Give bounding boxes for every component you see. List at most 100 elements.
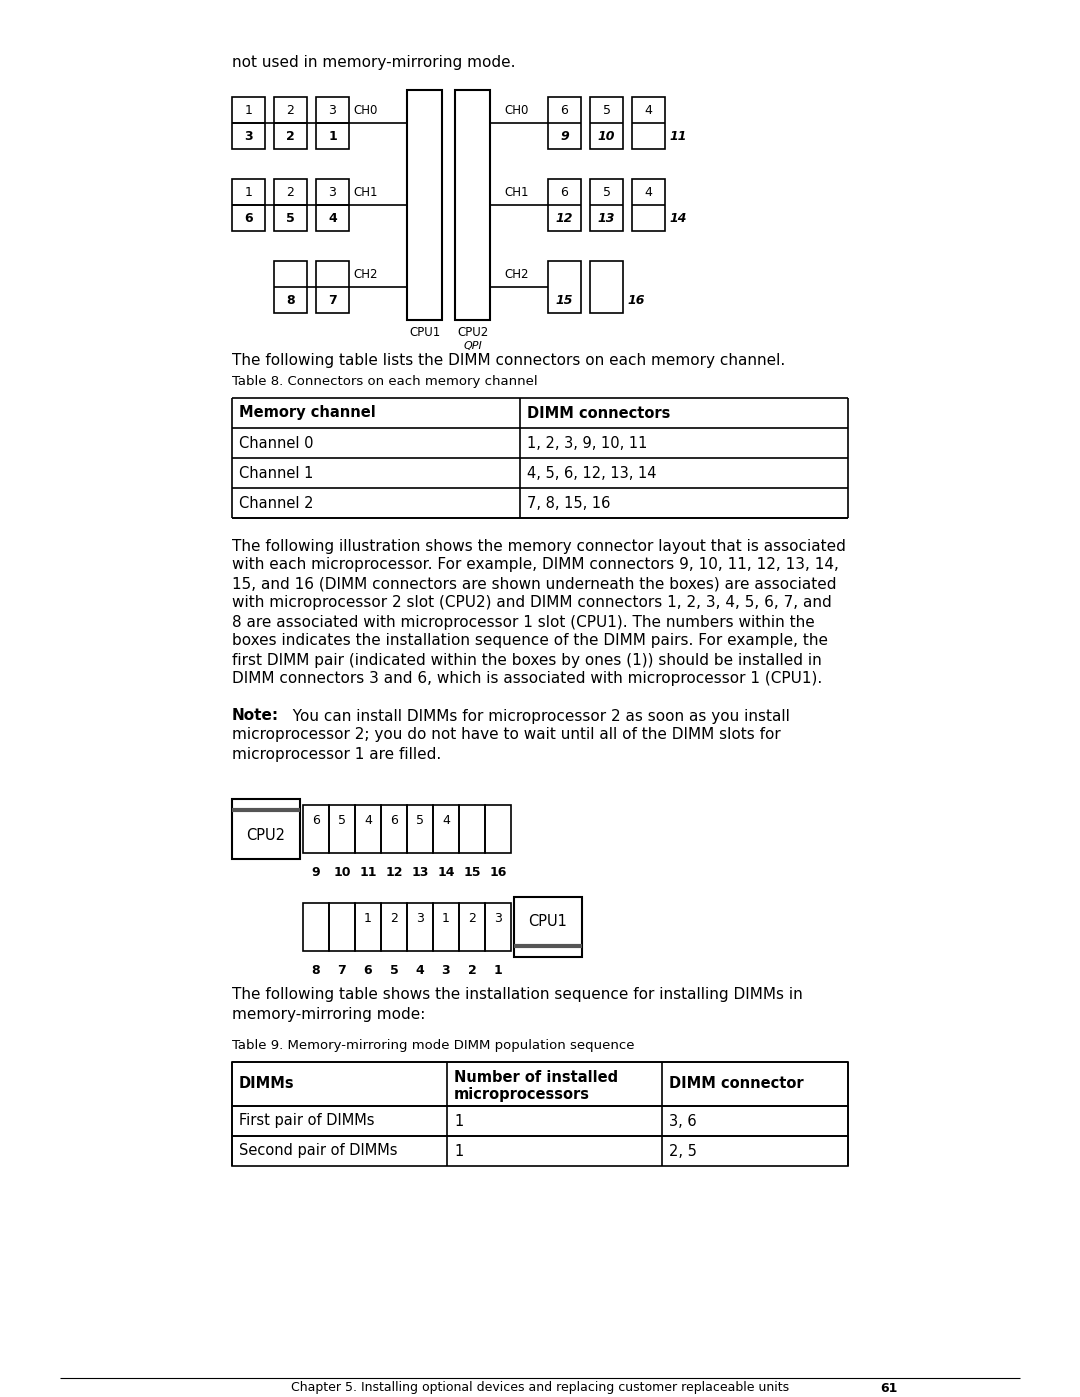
Bar	[232, 1062, 848, 1106]
Text: not used in memory-mirroring mode.: not used in memory-mirroring mode.	[232, 54, 515, 70]
Text: 4: 4	[645, 103, 652, 116]
Text: 9: 9	[312, 866, 321, 879]
Text: 6: 6	[364, 964, 373, 977]
Text: 5: 5	[603, 186, 610, 198]
Text: 61: 61	[880, 1382, 897, 1394]
Text: DIMM connector: DIMM connector	[669, 1077, 804, 1091]
Bar	[455, 89, 490, 320]
Text: 12: 12	[386, 866, 403, 879]
Text: 8: 8	[312, 964, 321, 977]
Text: 6: 6	[312, 814, 320, 827]
Text: 3: 3	[442, 964, 450, 977]
Text: DIMMs: DIMMs	[239, 1077, 295, 1091]
Text: 15, and 16 (DIMM connectors are shown underneath the boxes) are associated: 15, and 16 (DIMM connectors are shown un…	[232, 577, 837, 591]
Text: The following table lists the DIMM connectors on each memory channel.: The following table lists the DIMM conne…	[232, 352, 785, 367]
Text: microprocessors: microprocessors	[454, 1087, 590, 1101]
Text: 6: 6	[244, 211, 253, 225]
Text: 2: 2	[286, 130, 295, 142]
Text: 3: 3	[494, 912, 502, 925]
Text: 15: 15	[463, 866, 481, 879]
Text: 1: 1	[364, 912, 372, 925]
Bar	[232, 96, 265, 149]
Text: 2: 2	[390, 912, 397, 925]
Bar	[407, 89, 442, 320]
Text: 10: 10	[597, 130, 616, 142]
Text: 13: 13	[411, 866, 429, 879]
Text: 13: 13	[597, 211, 616, 225]
Text: Channel 2: Channel 2	[239, 496, 313, 510]
Text: 14: 14	[437, 866, 455, 879]
Text: 2: 2	[468, 964, 476, 977]
Bar	[303, 902, 329, 951]
Text: QPI: QPI	[463, 341, 482, 351]
Bar	[316, 261, 349, 313]
Text: Table 8. Connectors on each memory channel: Table 8. Connectors on each memory chann…	[232, 376, 538, 388]
Text: 5: 5	[416, 814, 424, 827]
Text: Number of installed: Number of installed	[454, 1070, 618, 1084]
Bar	[274, 179, 307, 231]
Text: 5: 5	[390, 964, 399, 977]
Text: CH1: CH1	[504, 186, 528, 198]
Text: 14: 14	[669, 211, 687, 225]
Bar	[459, 902, 485, 951]
Text: 3: 3	[244, 130, 253, 142]
Bar	[590, 261, 623, 313]
Text: 1: 1	[454, 1113, 463, 1129]
Text: 2: 2	[286, 103, 295, 116]
Text: 8 are associated with microprocessor 1 slot (CPU1). The numbers within the: 8 are associated with microprocessor 1 s…	[232, 615, 814, 630]
Text: Chapter 5. Installing optional devices and replacing customer replaceable units: Chapter 5. Installing optional devices a…	[291, 1382, 789, 1394]
Text: 7, 8, 15, 16: 7, 8, 15, 16	[527, 496, 610, 510]
Text: Channel 0: Channel 0	[239, 436, 313, 450]
Text: 4, 5, 6, 12, 13, 14: 4, 5, 6, 12, 13, 14	[527, 465, 657, 481]
Text: 2: 2	[468, 912, 476, 925]
Text: CH2: CH2	[353, 267, 378, 281]
Text: Note:: Note:	[232, 708, 279, 724]
Text: The following illustration shows the memory connector layout that is associated: The following illustration shows the mem…	[232, 538, 846, 553]
Bar	[303, 805, 329, 854]
Bar	[632, 96, 665, 149]
Text: 1: 1	[328, 130, 337, 142]
Text: 6: 6	[561, 103, 568, 116]
Text: CPU1: CPU1	[528, 915, 567, 929]
Text: 8: 8	[286, 293, 295, 306]
Bar	[407, 805, 433, 854]
Text: CPU2: CPU2	[457, 327, 488, 339]
Text: CH0: CH0	[353, 103, 377, 116]
Text: 4: 4	[645, 186, 652, 198]
Text: Second pair of DIMMs: Second pair of DIMMs	[239, 1144, 397, 1158]
Text: first DIMM pair (indicated within the boxes by ones (1)) should be installed in: first DIMM pair (indicated within the bo…	[232, 652, 822, 668]
Text: CH1: CH1	[353, 186, 378, 198]
Text: DIMM connectors: DIMM connectors	[527, 405, 671, 420]
Text: with microprocessor 2 slot (CPU2) and DIMM connectors 1, 2, 3, 4, 5, 6, 7, and: with microprocessor 2 slot (CPU2) and DI…	[232, 595, 832, 610]
Bar	[381, 902, 407, 951]
Text: 5: 5	[603, 103, 610, 116]
Bar	[590, 96, 623, 149]
Text: 7: 7	[328, 293, 337, 306]
Text: 11: 11	[360, 866, 377, 879]
Text: memory-mirroring mode:: memory-mirroring mode:	[232, 1006, 426, 1021]
Bar	[632, 179, 665, 231]
Text: You can install DIMMs for microprocessor 2 as soon as you install: You can install DIMMs for microprocessor…	[283, 708, 789, 724]
Bar	[355, 805, 381, 854]
Text: Channel 1: Channel 1	[239, 465, 313, 481]
Bar	[590, 179, 623, 231]
Bar	[232, 799, 300, 859]
Text: 5: 5	[338, 814, 346, 827]
Text: CPU1: CPU1	[409, 327, 441, 339]
Text: 9: 9	[561, 130, 569, 142]
Text: DIMM connectors 3 and 6, which is associated with microprocessor 1 (CPU1).: DIMM connectors 3 and 6, which is associ…	[232, 672, 822, 686]
Text: CH2: CH2	[504, 267, 528, 281]
Text: 6: 6	[390, 814, 397, 827]
Text: 5: 5	[286, 211, 295, 225]
Text: 15: 15	[556, 293, 573, 306]
Text: 10: 10	[334, 866, 351, 879]
Text: Table 9. Memory-mirroring mode DIMM population sequence: Table 9. Memory-mirroring mode DIMM popu…	[232, 1038, 635, 1052]
Text: 3: 3	[416, 912, 424, 925]
Bar	[329, 902, 355, 951]
Text: 1, 2, 3, 9, 10, 11: 1, 2, 3, 9, 10, 11	[527, 436, 647, 450]
Text: CH0: CH0	[504, 103, 528, 116]
Text: CPU2: CPU2	[246, 827, 285, 842]
Text: 4: 4	[328, 211, 337, 225]
Text: 1: 1	[442, 912, 450, 925]
Text: 3, 6: 3, 6	[669, 1113, 697, 1129]
